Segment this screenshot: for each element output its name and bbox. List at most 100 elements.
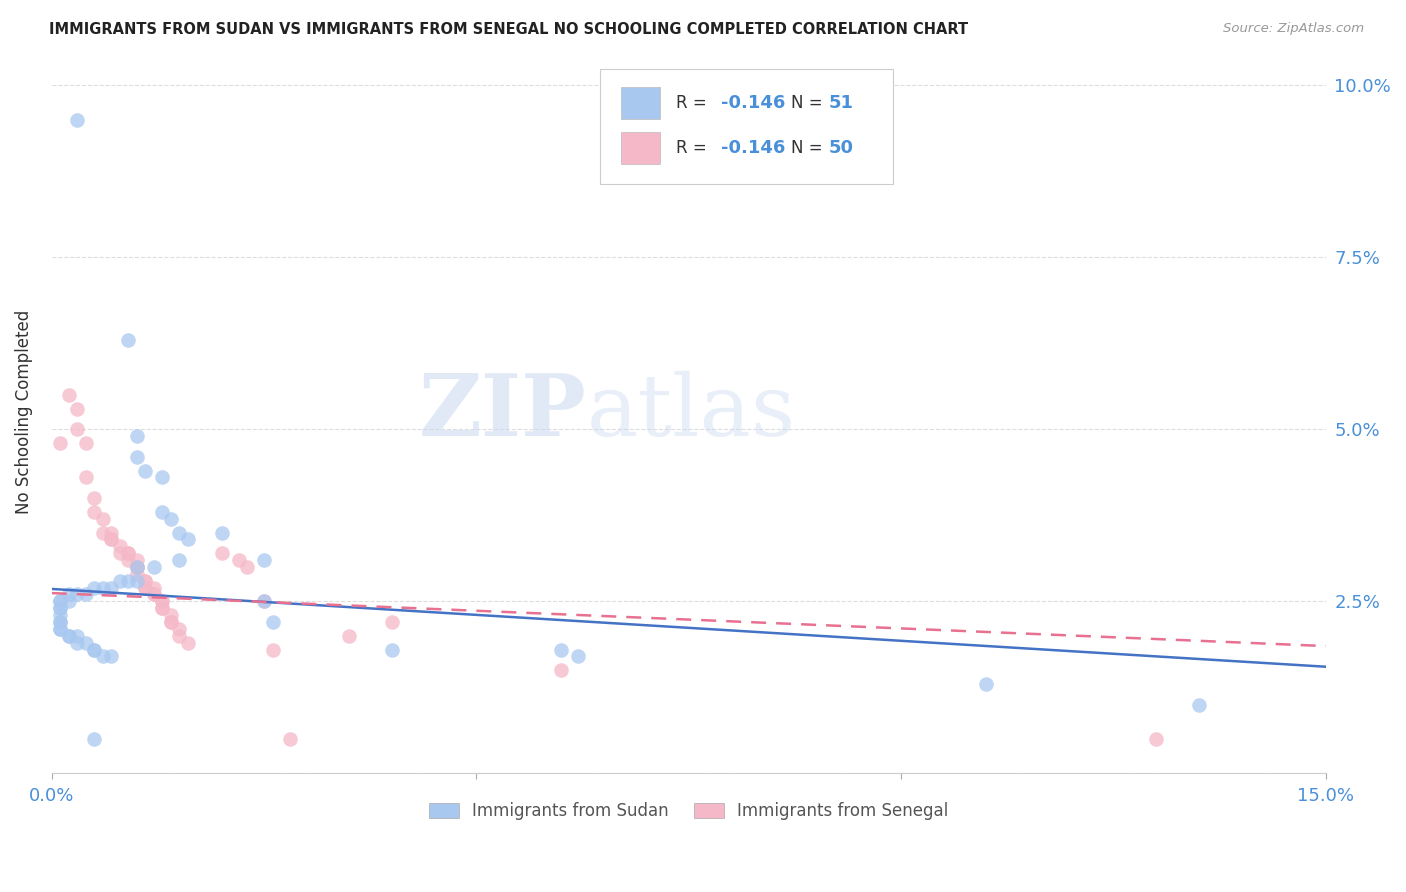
Point (117, 546, 139, 560)
Point (91, 649, 114, 664)
Point (380, 642, 402, 657)
Point (66, 587, 89, 601)
Text: N =: N = (790, 139, 828, 157)
Point (49, 601, 72, 615)
Point (58, 587, 80, 601)
Point (125, 566, 148, 581)
Point (100, 525, 122, 540)
Point (278, 731, 301, 746)
Point (49, 615, 72, 629)
Point (58, 388, 80, 402)
Point (100, 533, 122, 547)
Text: atlas: atlas (586, 370, 796, 454)
Point (150, 470, 173, 484)
Point (211, 525, 233, 540)
Point (134, 581, 156, 595)
Point (83, 642, 105, 657)
Point (100, 533, 122, 547)
Text: ZIP: ZIP (419, 370, 586, 454)
Point (236, 560, 259, 574)
Point (253, 594, 276, 608)
Text: Source: ZipAtlas.com: Source: ZipAtlas.com (1223, 22, 1364, 36)
Text: 50: 50 (830, 139, 853, 157)
Point (75, 587, 97, 601)
Point (83, 581, 105, 595)
Point (117, 333, 139, 347)
Bar (621, 87, 659, 119)
Point (176, 533, 198, 547)
Point (550, 663, 572, 677)
Point (167, 622, 190, 636)
Point (125, 553, 148, 567)
Point (49, 594, 72, 608)
Point (66, 422, 89, 436)
Point (58, 594, 80, 608)
Point (1144, 731, 1167, 746)
Point (159, 615, 181, 629)
Point (83, 491, 105, 505)
Point (100, 649, 122, 664)
Point (1187, 698, 1209, 712)
Point (142, 587, 165, 601)
Point (125, 560, 148, 574)
Point (134, 574, 156, 588)
Point (49, 615, 72, 629)
Bar (621, 132, 659, 164)
Point (125, 560, 148, 574)
Point (253, 594, 276, 608)
Legend: Immigrants from Sudan, Immigrants from Senegal: Immigrants from Sudan, Immigrants from S… (422, 795, 955, 827)
Point (125, 560, 148, 574)
Text: -0.146: -0.146 (721, 139, 785, 157)
Point (142, 587, 165, 601)
Point (66, 635, 89, 649)
Text: N =: N = (790, 94, 828, 112)
Point (150, 601, 173, 615)
Point (91, 525, 114, 540)
Point (167, 629, 190, 643)
Point (66, 401, 89, 416)
Point (83, 642, 105, 657)
Point (142, 560, 165, 574)
Text: R =: R = (676, 139, 711, 157)
Point (159, 608, 181, 623)
Point (49, 594, 72, 608)
Point (125, 560, 148, 574)
Point (108, 539, 131, 553)
Point (150, 601, 173, 615)
Point (100, 581, 122, 595)
FancyBboxPatch shape (599, 69, 893, 185)
Text: -0.146: -0.146 (721, 94, 785, 112)
Point (49, 601, 72, 615)
Point (150, 594, 173, 608)
Point (262, 615, 284, 629)
Point (49, 608, 72, 623)
Text: R =: R = (676, 94, 711, 112)
Point (91, 512, 114, 526)
Point (117, 553, 139, 567)
Text: 51: 51 (830, 94, 853, 112)
Point (75, 635, 97, 649)
Point (58, 629, 80, 643)
Point (167, 553, 190, 567)
Point (150, 505, 173, 519)
Point (262, 642, 284, 657)
Point (228, 553, 250, 567)
Point (66, 112, 89, 127)
Point (142, 581, 165, 595)
Point (75, 470, 97, 484)
Point (108, 546, 131, 560)
Point (117, 574, 139, 588)
Point (974, 677, 997, 691)
Point (125, 574, 148, 588)
Point (125, 450, 148, 464)
Point (125, 429, 148, 443)
Point (159, 512, 181, 526)
Point (83, 505, 105, 519)
Point (117, 546, 139, 560)
Point (253, 553, 276, 567)
Point (337, 629, 360, 643)
Text: IMMIGRANTS FROM SUDAN VS IMMIGRANTS FROM SENEGAL NO SCHOOLING COMPLETED CORRELAT: IMMIGRANTS FROM SUDAN VS IMMIGRANTS FROM… (49, 22, 969, 37)
Point (49, 622, 72, 636)
Point (567, 649, 589, 664)
Point (150, 594, 173, 608)
